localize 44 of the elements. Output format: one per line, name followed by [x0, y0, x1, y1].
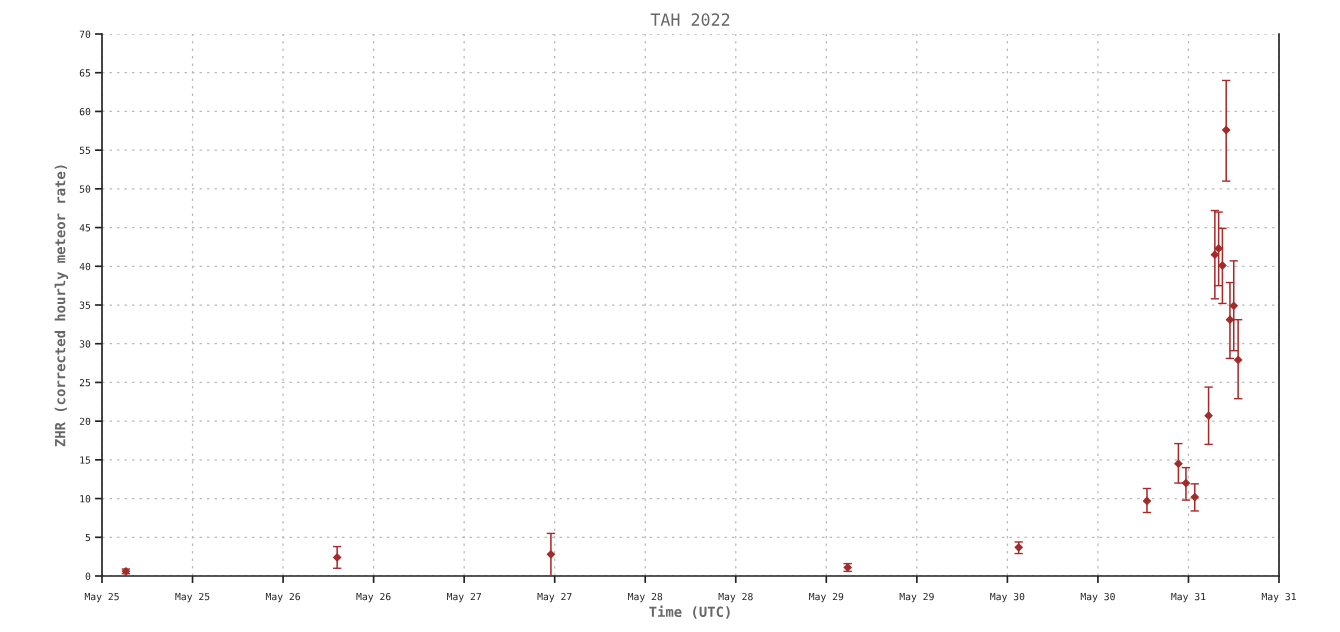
y-tick-label: 0	[85, 572, 91, 580]
y-tick-label: 40	[79, 262, 91, 271]
y-tick-label: 5	[85, 533, 91, 542]
point	[1181, 478, 1191, 488]
x-tick-label: May 29	[809, 592, 844, 603]
x-tick-label: May 31	[1261, 592, 1296, 603]
x-tick-label: May 26	[356, 592, 391, 603]
x-axis-title: Time (UTC)	[649, 605, 730, 619]
point	[1233, 355, 1243, 365]
x-tick-label: May 27	[447, 592, 481, 603]
point	[1142, 496, 1152, 506]
y-tick-label: 25	[79, 378, 91, 387]
y-tick-label: 30	[79, 340, 91, 348]
x-tick-label: May 28	[628, 592, 663, 603]
x-tick-label: May 26	[265, 592, 301, 603]
x-tick-label: May 30	[1080, 592, 1115, 603]
y-tick-label: 60	[79, 107, 91, 116]
x-tick-label: May 25	[84, 592, 119, 603]
y-tick-label: 55	[79, 146, 91, 154]
point	[1204, 411, 1213, 421]
y-tick-label: 70	[79, 30, 91, 38]
y-tick-label: 50	[79, 185, 91, 193]
point	[546, 549, 556, 559]
y-tick-label: 65	[79, 69, 91, 77]
x-tick-label: May 27	[537, 592, 572, 603]
chart-title: TAH 2022	[650, 13, 730, 26]
x-tick-label: May 29	[899, 592, 934, 603]
y-tick-label: 45	[79, 224, 91, 232]
point	[1190, 492, 1200, 502]
point	[1218, 261, 1227, 270]
x-tick-label: May 30	[990, 592, 1025, 603]
point	[1229, 301, 1239, 311]
point	[1174, 459, 1183, 469]
y-tick-label: 35	[79, 301, 91, 309]
x-tick-label: May 25	[175, 592, 210, 603]
y-tick-label: 20	[79, 417, 91, 425]
x-tick-label: May 31	[1171, 592, 1206, 603]
x-tick-label: May 28	[718, 592, 753, 603]
point	[332, 553, 342, 562]
y-tick-label: 15	[80, 456, 91, 464]
point	[1221, 125, 1231, 135]
point	[1210, 250, 1220, 260]
y-tick-label: 10	[80, 495, 91, 503]
y-axis-title: ZHR (corrected hourly meteor rate)	[54, 165, 69, 447]
